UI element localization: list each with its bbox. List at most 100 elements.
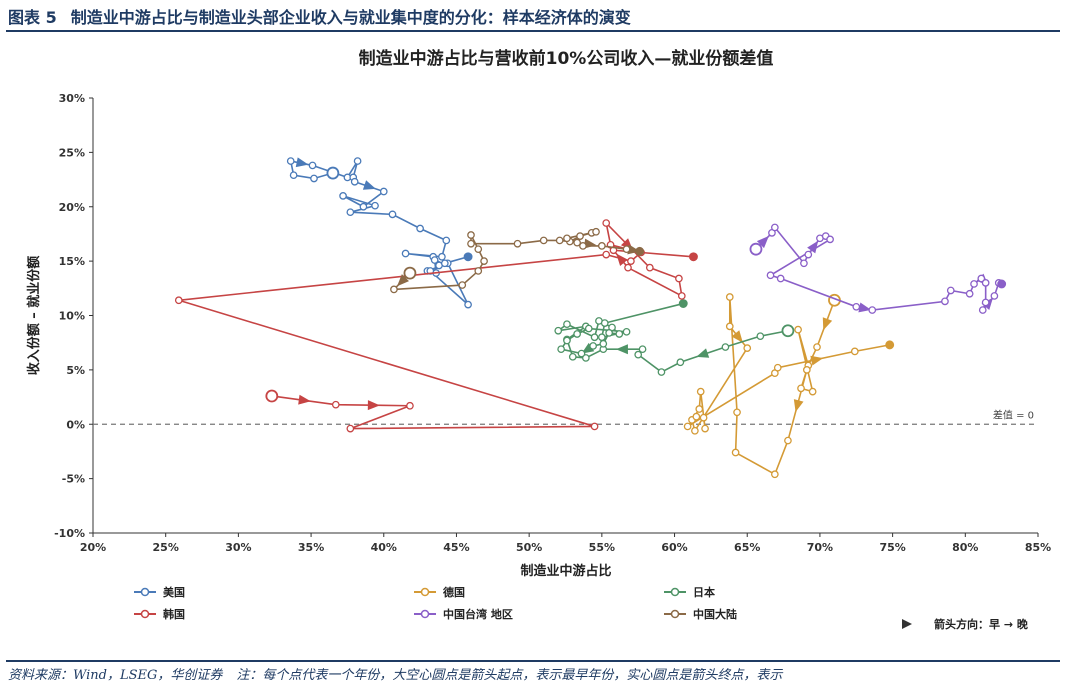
data-point bbox=[784, 436, 792, 445]
legend-swatch-marker bbox=[670, 587, 680, 597]
direction-arrow bbox=[793, 399, 804, 412]
y-tick-label: 25% bbox=[59, 146, 85, 159]
start-point bbox=[326, 166, 340, 180]
direction-arrow bbox=[583, 238, 597, 249]
data-point bbox=[773, 363, 782, 372]
data-point bbox=[602, 250, 611, 259]
data-point bbox=[289, 171, 298, 180]
data-point bbox=[800, 259, 808, 268]
series-line-3 bbox=[178, 220, 694, 430]
data-point bbox=[513, 239, 522, 248]
direction-arrow bbox=[581, 342, 595, 354]
top-rule bbox=[6, 30, 1060, 32]
data-point bbox=[174, 296, 183, 305]
data-point bbox=[359, 202, 368, 211]
data-point bbox=[990, 292, 999, 300]
data-point bbox=[467, 231, 475, 239]
data-point bbox=[438, 252, 446, 261]
x-tick-label: 55% bbox=[589, 541, 615, 554]
legend-arrow-icon bbox=[902, 619, 912, 629]
figure-title-text: 制造业中游占比与制造业头部企业收入与就业集中度的分化：样本经济体的演变 bbox=[70, 8, 631, 27]
data-point bbox=[592, 227, 600, 236]
arrow-direction-note: 箭头方向：早 → 晚 bbox=[934, 617, 1028, 631]
legend-swatch-marker bbox=[420, 587, 430, 597]
direction-arrow bbox=[295, 157, 309, 168]
x-tick-label: 70% bbox=[807, 541, 833, 554]
data-point bbox=[467, 239, 475, 248]
direction-arrow bbox=[756, 236, 769, 249]
data-point bbox=[388, 210, 397, 219]
data-point bbox=[970, 280, 978, 288]
data-point bbox=[826, 235, 834, 244]
data-point bbox=[946, 286, 955, 295]
start-point bbox=[265, 389, 279, 403]
legend-label: 中国台湾 地区 bbox=[443, 607, 513, 621]
data-point bbox=[771, 470, 779, 479]
figure-number: 图表 5 bbox=[8, 8, 57, 27]
data-point bbox=[634, 350, 643, 359]
series-line-4 bbox=[755, 225, 1002, 311]
data-point bbox=[615, 330, 624, 338]
y-axis-label: 收入份额 – 就业份额 bbox=[26, 256, 42, 376]
reference-line-label: 差值 = 0 bbox=[993, 408, 1034, 421]
data-point bbox=[624, 263, 632, 272]
data-point bbox=[406, 401, 414, 410]
direction-arrow bbox=[367, 400, 380, 411]
data-point bbox=[804, 250, 813, 259]
direction-arrow bbox=[397, 274, 410, 287]
start-point bbox=[749, 242, 763, 256]
y-tick-label: 0% bbox=[66, 418, 85, 431]
data-point bbox=[582, 354, 590, 362]
legend-label: 韩国 bbox=[163, 607, 185, 621]
direction-arrow bbox=[822, 317, 833, 331]
legend-swatch-marker bbox=[420, 609, 430, 619]
data-point bbox=[442, 236, 451, 245]
data-point bbox=[331, 400, 340, 409]
data-point bbox=[771, 223, 779, 232]
data-point bbox=[733, 408, 741, 417]
data-point bbox=[645, 263, 654, 272]
x-tick-label: 85% bbox=[1025, 541, 1051, 554]
data-point bbox=[584, 324, 593, 333]
data-point bbox=[622, 327, 631, 336]
y-tick-label: -10% bbox=[54, 527, 85, 540]
data-point bbox=[638, 345, 647, 354]
x-tick-label: 45% bbox=[443, 541, 469, 554]
data-point bbox=[308, 161, 317, 170]
data-point bbox=[605, 329, 613, 337]
end-point bbox=[997, 279, 1007, 289]
data-point bbox=[573, 330, 581, 338]
y-tick-label: -5% bbox=[62, 473, 85, 486]
x-tick-label: 50% bbox=[516, 541, 542, 554]
x-tick-label: 20% bbox=[80, 541, 106, 554]
data-point bbox=[978, 306, 987, 314]
data-point bbox=[350, 177, 359, 186]
data-point bbox=[353, 157, 362, 165]
figure-title: 图表 5 制造业中游占比与制造业头部企业收入与就业集中度的分化：样本经济体的演变 bbox=[8, 4, 631, 28]
legend-swatch-marker bbox=[140, 587, 150, 597]
data-point bbox=[430, 256, 439, 264]
data-point bbox=[597, 242, 606, 250]
data-point bbox=[794, 325, 802, 334]
x-tick-label: 65% bbox=[734, 541, 760, 554]
direction-arrow bbox=[615, 344, 628, 355]
data-point bbox=[379, 187, 388, 196]
x-tick-label: 25% bbox=[153, 541, 179, 554]
data-point bbox=[676, 358, 685, 367]
data-point bbox=[675, 274, 683, 283]
data-point bbox=[440, 259, 449, 268]
data-point bbox=[725, 322, 734, 331]
x-axis-label: 制造业中游占比 bbox=[520, 563, 611, 579]
x-tick-label: 40% bbox=[371, 541, 397, 554]
data-point bbox=[590, 422, 599, 431]
data-point bbox=[627, 257, 635, 265]
y-tick-label: 5% bbox=[66, 364, 85, 377]
data-point bbox=[563, 336, 571, 345]
data-point bbox=[701, 424, 709, 433]
data-point bbox=[576, 232, 584, 240]
data-point bbox=[589, 342, 597, 350]
start-point bbox=[781, 324, 795, 338]
data-point bbox=[346, 424, 355, 433]
start-point bbox=[403, 266, 417, 280]
data-point bbox=[725, 293, 734, 301]
